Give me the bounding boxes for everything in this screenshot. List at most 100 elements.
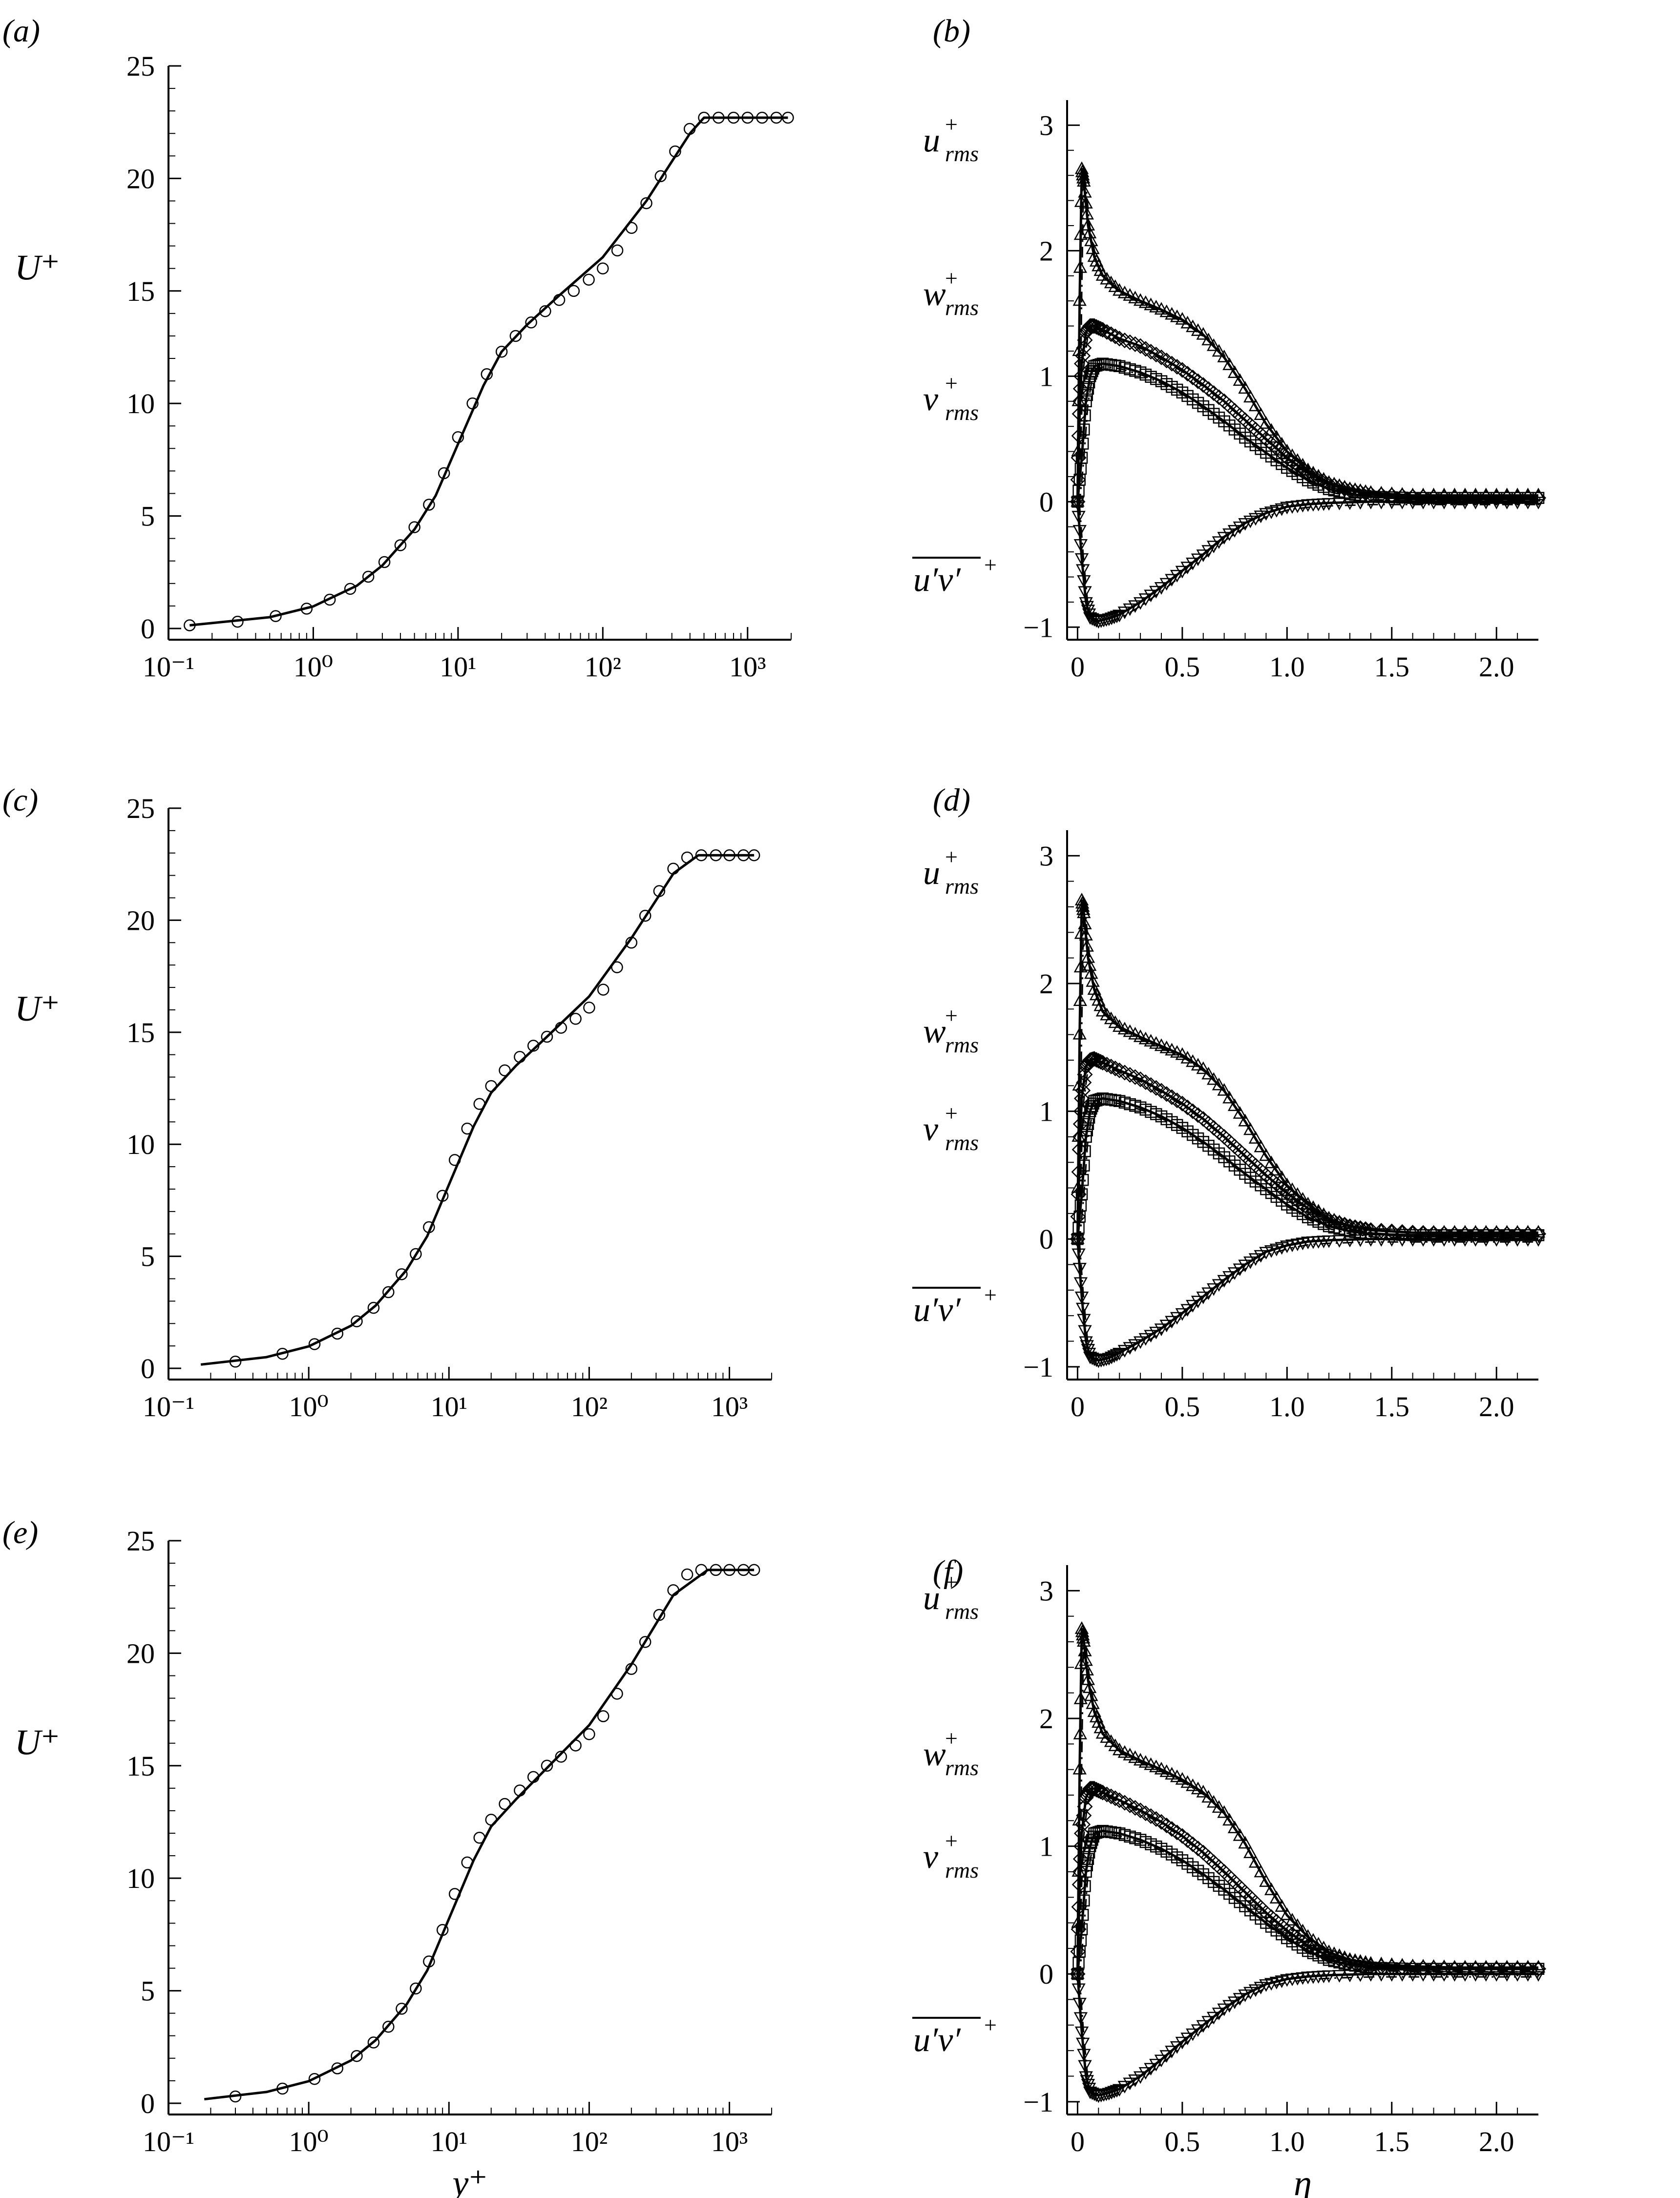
series-label-sub: rms [945, 1130, 979, 1155]
data-point [1170, 1769, 1184, 1782]
data-point [1343, 1235, 1357, 1248]
data-point [1264, 1883, 1279, 1895]
data-point [1196, 1784, 1210, 1798]
data-point [1092, 993, 1106, 1006]
data-point [1490, 1960, 1504, 1973]
data-point [1123, 1748, 1137, 1760]
data-point [1469, 497, 1483, 510]
data-point [1079, 597, 1093, 610]
data-point [1123, 1024, 1137, 1037]
data-point [1078, 586, 1092, 599]
data-point [597, 1710, 609, 1722]
data-point [466, 397, 479, 410]
data-point [1248, 1253, 1263, 1266]
data-point [270, 610, 282, 622]
data-point [653, 1609, 666, 1621]
data-point [1123, 2077, 1137, 2091]
data-point [1078, 1894, 1090, 1907]
data-point [1159, 1319, 1174, 1333]
series-label-text: v [923, 380, 939, 418]
data-point [1180, 315, 1195, 329]
series-label-sup: + [945, 112, 958, 137]
data-point [1175, 312, 1190, 325]
data-point [1500, 1234, 1514, 1247]
data-point [362, 570, 375, 583]
data-point [452, 431, 464, 443]
data-point [1143, 1077, 1159, 1093]
data-point [1243, 1987, 1258, 2000]
data-point [625, 222, 638, 234]
data-point [509, 330, 522, 342]
data-point [1159, 578, 1174, 591]
data-point [1180, 562, 1195, 575]
data-point [1076, 1631, 1091, 1644]
data-point [611, 961, 623, 974]
data-point [1448, 497, 1462, 510]
data-point [1076, 1074, 1092, 1090]
data-point [1117, 2081, 1132, 2093]
data-point [1075, 1188, 1088, 1200]
data-point [448, 1888, 461, 1900]
data-point [1138, 1333, 1153, 1346]
data-point [300, 603, 313, 615]
data-point [1238, 1989, 1252, 2002]
x-tick-label: 10⁻¹ [143, 2126, 194, 2157]
series-label-sub: rms [945, 141, 979, 166]
u_rms-line [1076, 1628, 1538, 1974]
data-point [1144, 1330, 1158, 1343]
data-point [541, 1759, 553, 1772]
data-point [1128, 1026, 1142, 1040]
data-point [1427, 497, 1441, 510]
data-point [344, 583, 357, 595]
data-point [1081, 605, 1095, 618]
data-point [583, 273, 595, 286]
data-point [1254, 510, 1268, 523]
data-point [1191, 1296, 1205, 1309]
series-label-sub: rms [945, 400, 979, 425]
data-point [485, 1814, 497, 1826]
y-tick-label: 2 [1039, 235, 1053, 267]
data-point [1490, 1234, 1504, 1247]
data-point [1165, 2046, 1179, 2058]
data-point [1254, 1250, 1268, 1263]
data-point [1259, 1874, 1273, 1887]
data-point [351, 2050, 363, 2062]
x-tick-label: 1.5 [1374, 651, 1410, 683]
data-point [1079, 196, 1093, 209]
data-point [723, 849, 735, 861]
series-solid-line [200, 854, 755, 1366]
data-point [229, 2090, 242, 2103]
data-point [1322, 1235, 1336, 1248]
data-point [541, 1030, 553, 1043]
data-point [408, 521, 420, 533]
series-label-u_rms: u + rms [923, 112, 979, 166]
data-point [611, 244, 624, 257]
data-point [1075, 452, 1088, 464]
data-point [1212, 2008, 1226, 2021]
data-point [1084, 1840, 1096, 1852]
data-point [1479, 1969, 1493, 1982]
data-point [1406, 1234, 1420, 1247]
data-point [1201, 1790, 1216, 1803]
data-point [1086, 1834, 1098, 1846]
data-point [1133, 2071, 1148, 2084]
data-point [1227, 1098, 1242, 1111]
data-point [1113, 1019, 1127, 1032]
data-point [1233, 373, 1247, 386]
data-point [1238, 518, 1252, 531]
data-point [1074, 161, 1089, 174]
data-point [1127, 1800, 1143, 1816]
panel-label: (f) [933, 1554, 963, 1590]
data-point [567, 285, 580, 297]
data-point [184, 619, 196, 631]
data-point [1212, 536, 1226, 549]
data-point [1110, 1349, 1124, 1362]
data-point [1406, 497, 1420, 510]
data-point [1238, 1259, 1252, 1273]
data-point [1248, 1855, 1263, 1868]
data-point [1521, 1225, 1535, 1238]
data-point [1196, 327, 1210, 340]
data-point [1082, 1780, 1098, 1797]
data-point [1416, 497, 1430, 510]
x-tick-label: 0.5 [1165, 651, 1200, 683]
